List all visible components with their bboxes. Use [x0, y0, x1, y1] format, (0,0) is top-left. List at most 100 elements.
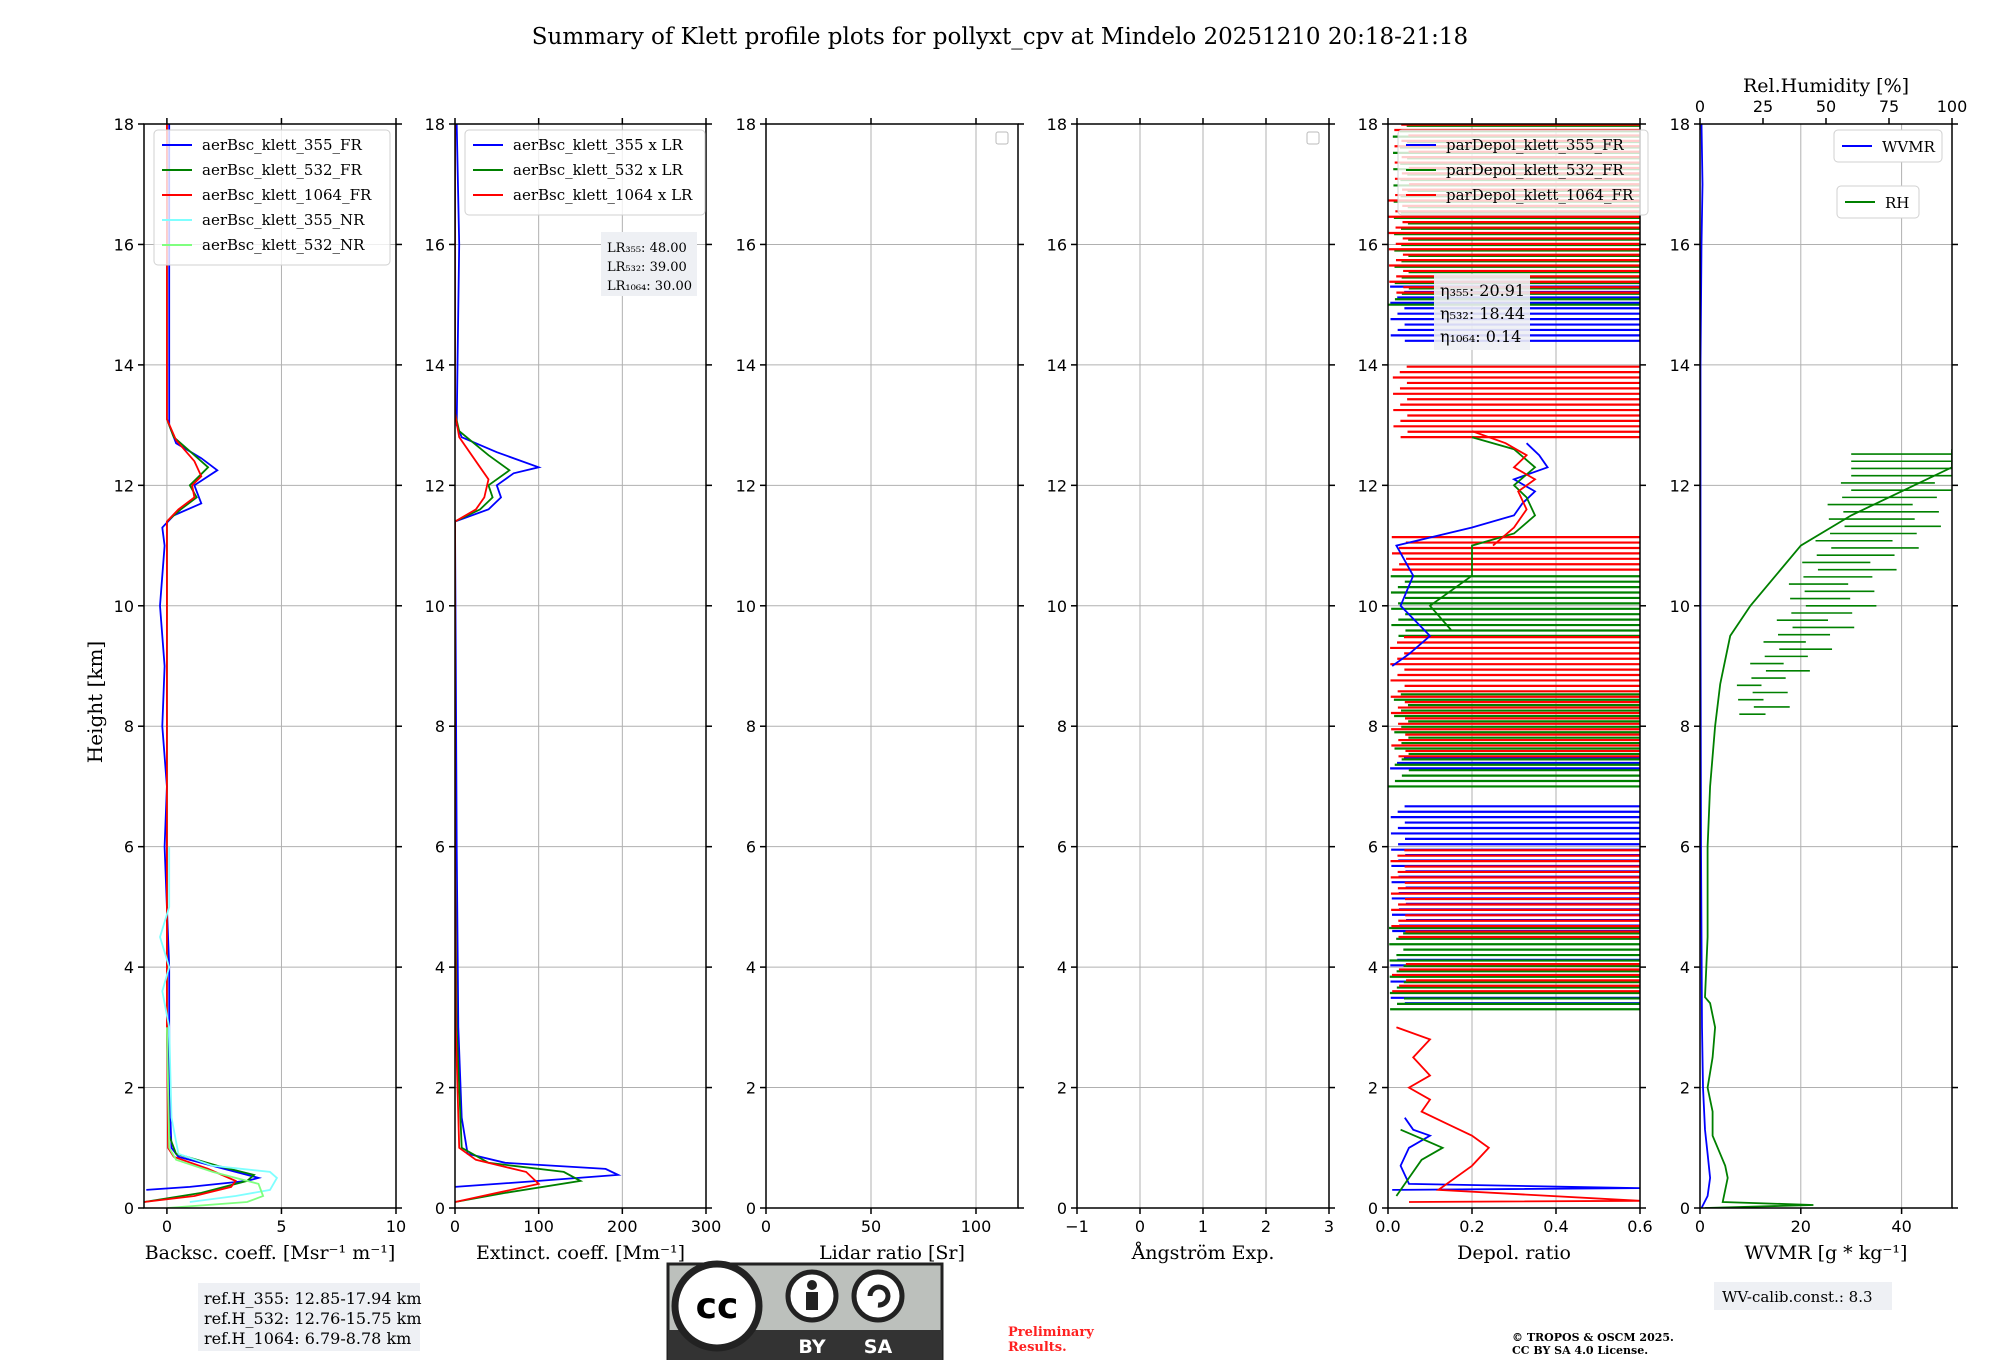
y-tick-label: 14 — [736, 356, 756, 375]
series-line-aerBsc_klett_532_NR — [166, 1027, 265, 1208]
x-axis-label: Lidar ratio [Sr] — [819, 1242, 965, 1264]
legend: parDepol_klett_355_FR parDepol_klett_532_… — [1397, 129, 1649, 216]
lidar-ratio-label: LR₅₃₂: 39.00 — [607, 260, 687, 275]
y-tick-label: 2 — [1680, 1079, 1690, 1098]
y-tick-label: 8 — [746, 717, 756, 736]
series-line-parDepol_klett_1064_FR — [1396, 1026, 1640, 1203]
series-line-aerBsc_klett_1064_FR — [144, 124, 238, 1203]
y-tick-label: 14 — [1670, 356, 1690, 375]
legend-box — [1833, 129, 1943, 163]
y-tick-label: 4 — [1680, 958, 1690, 977]
x-tick-label: 100 — [523, 1217, 554, 1236]
x-tick-label: 0.6 — [1627, 1217, 1652, 1236]
legend: aerBsc_klett_355_FR aerBsc_klett_532_FRae… — [153, 129, 391, 266]
series-line-parDepol_klett_355_FR — [1391, 442, 1550, 667]
legend-entry: aerBsc_klett_532_NR — [202, 236, 365, 254]
calibration-box: WV-calib.const.: 8.3 — [1714, 1282, 1892, 1310]
y-tick-label: 18 — [736, 115, 756, 134]
y-tick-label: 8 — [1057, 717, 1067, 736]
preliminary-label-line2: Results. — [1008, 1340, 1067, 1355]
panel-backscatter: 0 2 4 6 8 10 12 14 16 18 0 5 10 Backsc. coeff. [Msr⁻¹… — [114, 115, 407, 1264]
y-tick-label: 10 — [425, 597, 445, 616]
y-tick-label: 12 — [1670, 476, 1690, 495]
lidar-ratio-bg — [601, 232, 697, 296]
x-tick-label: 0.0 — [1375, 1217, 1400, 1236]
y-tick-label: 12 — [114, 476, 134, 495]
y-tick-label: 6 — [1368, 838, 1378, 857]
x-tick-label: 20 — [1791, 1217, 1811, 1236]
y-tick-label: 4 — [124, 958, 134, 977]
y-tick-label: 16 — [425, 235, 445, 254]
y-tick-label: 0 — [1368, 1199, 1378, 1218]
calibration-bg — [1714, 1282, 1892, 1310]
y-tick-label: 14 — [425, 356, 445, 375]
plot-area — [144, 124, 279, 1208]
legend-entry: aerBsc_klett_355 x LR — [513, 136, 684, 154]
eta-label: η₁₀₆₄: 0.14 — [1440, 327, 1521, 346]
legend-entry: aerBsc_klett_532_FR — [202, 161, 362, 179]
series-line-aerBsc_klett_355_FR — [146, 124, 263, 1191]
series-line-aerBsc_klett_355_NR — [159, 846, 279, 1203]
y-tick-label: 2 — [124, 1079, 134, 1098]
legend-box — [464, 129, 706, 216]
x-tick-label: 5 — [276, 1217, 286, 1236]
y-tick-label: 18 — [1670, 115, 1690, 134]
series-line-aerBsc_klett_355 x LR — [455, 124, 622, 1188]
y-tick-label: 0 — [1057, 1199, 1067, 1218]
x-tick-label: 0.2 — [1459, 1217, 1484, 1236]
top-x-tick-label: 25 — [1753, 97, 1773, 116]
lidar-ratio-label: LR₁₀₆₄: 30.00 — [607, 279, 692, 294]
series-line-aerBsc_klett_532_FR — [144, 124, 256, 1203]
legend-rh: RH — [1836, 185, 1920, 219]
y-tick-label: 2 — [1368, 1079, 1378, 1098]
legend-box — [153, 129, 391, 266]
y-tick-label: 2 — [1057, 1079, 1067, 1098]
y-tick-label: 8 — [1368, 717, 1378, 736]
top-x-tick-label: 0 — [1695, 97, 1705, 116]
eta-box: η₃₅₅: 20.91 η₅₃₂: 18.44 η₁₀₆₄: 0.14 — [1434, 274, 1530, 350]
y-tick-label: 0 — [746, 1199, 756, 1218]
top-x-tick-label: 50 — [1816, 97, 1836, 116]
badge-by-label: BY — [798, 1336, 825, 1358]
x-tick-label: 100 — [961, 1217, 992, 1236]
cc-by-sa-badge: cc BY SA — [666, 1260, 944, 1360]
eta-bg — [1434, 274, 1530, 350]
axes-frame — [143, 123, 397, 1209]
y-tick-label: 18 — [1047, 115, 1067, 134]
y-tick-label: 10 — [1047, 597, 1067, 616]
x-tick-label: 50 — [861, 1217, 881, 1236]
series-line-WVMR — [1700, 124, 1712, 1208]
x-tick-label: 40 — [1891, 1217, 1911, 1236]
y-tick-label: 10 — [1670, 597, 1690, 616]
y-tick-label: 18 — [1358, 115, 1378, 134]
empty-legend-box — [995, 131, 1009, 145]
share-alike-icon — [851, 1269, 905, 1323]
panel-lidar_ratio: 0 2 4 6 8 10 12 14 16 18 0 50 100 Lidar ratio [Sr] — [736, 115, 1024, 1264]
panel-depol: 0 2 4 6 8 10 12 14 16 18 0.0 0.2 0.4 0.6 Depol. ratio p… — [1358, 115, 1653, 1264]
legend-entry: aerBsc_klett_1064 x LR — [513, 186, 693, 204]
y-tick-label: 0 — [435, 1199, 445, 1218]
y-tick-label: 10 — [1358, 597, 1378, 616]
series-line-parDepol_klett_532_FR — [1428, 436, 1537, 631]
x-axis-label: WVMR [g * kg⁻¹] — [1745, 1242, 1908, 1264]
calibration-label: WV-calib.const.: 8.3 — [1722, 1288, 1873, 1306]
y-tick-label: 10 — [114, 597, 134, 616]
series-line-parDepol_klett_1064_FR — [1471, 430, 1537, 547]
lidar-ratio-box: LR₃₅₅: 48.00 LR₅₃₂: 39.00 LR₁₀₆₄: 30.00 — [601, 232, 697, 296]
y-tick-label: 16 — [1358, 235, 1378, 254]
y-tick-label: 2 — [435, 1079, 445, 1098]
y-tick-label: 0 — [124, 1199, 134, 1218]
badge-sa-label: SA — [864, 1336, 893, 1358]
x-axis-label: Ångström Exp. — [1131, 1242, 1275, 1264]
top-x-tick-label: 100 — [1937, 97, 1968, 116]
plot-area — [1700, 124, 1952, 1208]
y-axis-label: Height [km] — [83, 641, 107, 763]
y-tick-label: 4 — [1368, 958, 1378, 977]
y-tick-label: 12 — [736, 476, 756, 495]
reference-heights-box: ref.H_355: 12.85-17.94 km ref.H_532: 12.… — [198, 1283, 422, 1351]
axes-frame — [765, 123, 1019, 1209]
x-axis-label: Backsc. coeff. [Msr⁻¹ m⁻¹] — [145, 1242, 396, 1264]
legend-entry: parDepol_klett_532_FR — [1446, 161, 1624, 179]
legend-entry: aerBsc_klett_355_NR — [202, 211, 365, 229]
